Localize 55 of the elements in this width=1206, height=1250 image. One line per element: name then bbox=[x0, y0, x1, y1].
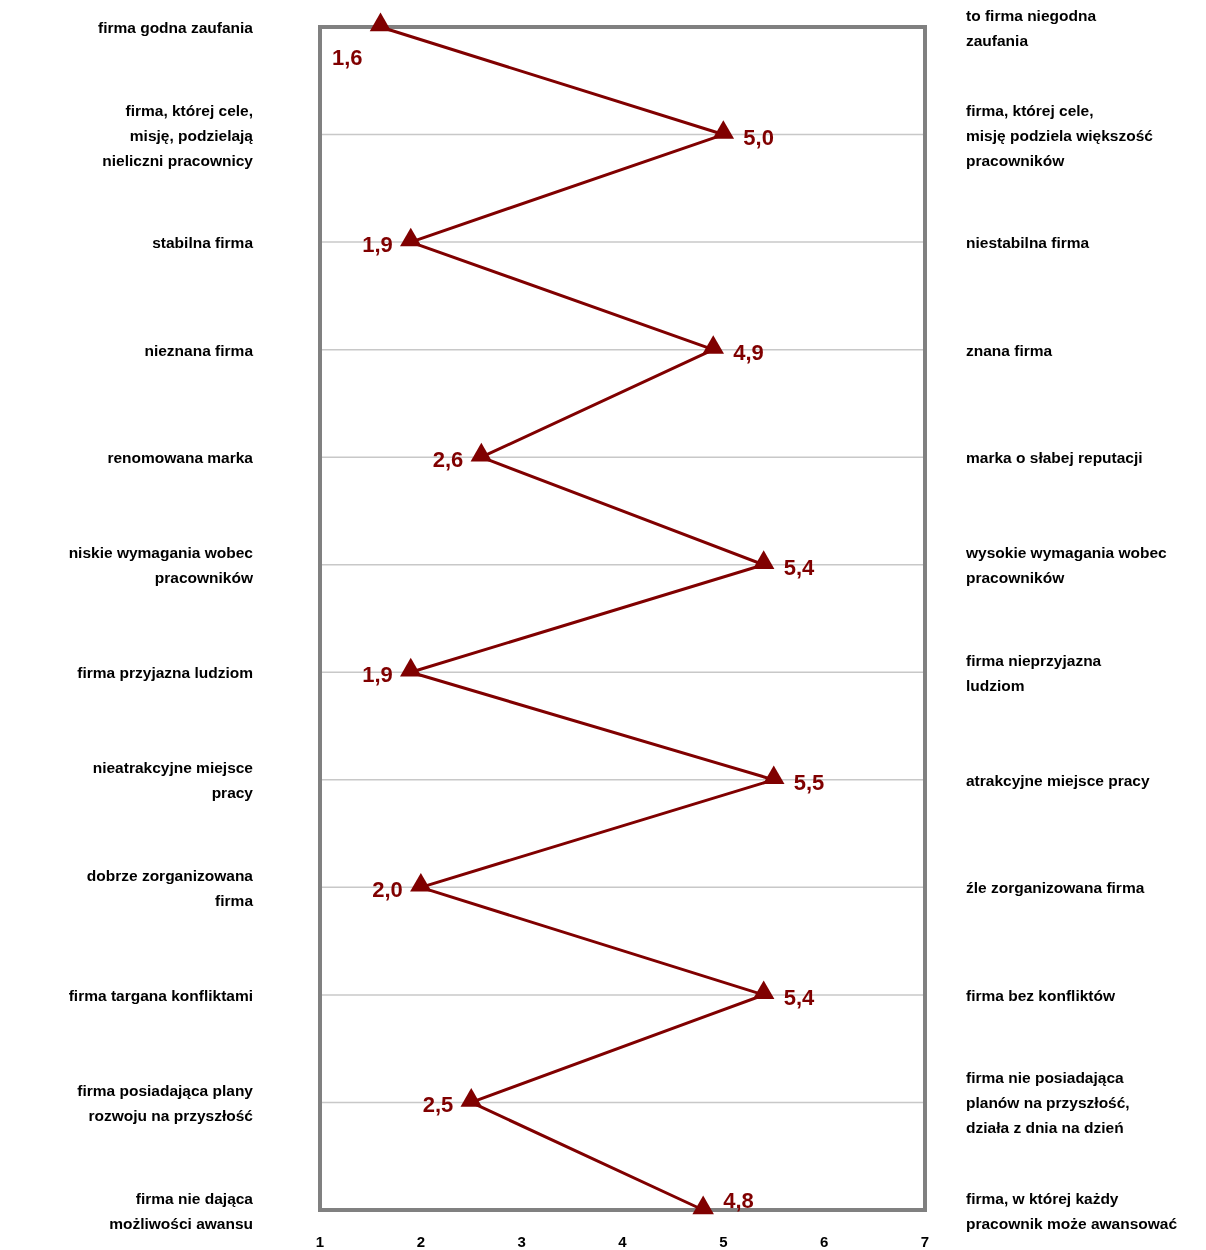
point bbox=[460, 1088, 482, 1107]
point bbox=[763, 765, 785, 785]
y-tick-label: firma godna zaufania bbox=[97, 19, 254, 36]
data-label: 5,4 bbox=[783, 554, 816, 580]
y2-tick-label: wysokie wymagania wobec pracowników bbox=[965, 544, 1168, 587]
y2-tick-label: firma nieprzyjazna ludziom bbox=[966, 651, 1102, 694]
data-label: 5,5 bbox=[793, 769, 825, 795]
x-tick-label: 5 bbox=[719, 1233, 728, 1250]
point bbox=[400, 657, 422, 677]
x-tick-label: 7 bbox=[920, 1233, 930, 1250]
y-tick-label: renomowana marka bbox=[107, 449, 254, 467]
y-tick-label: dobrze zorganizowana firma bbox=[86, 866, 254, 909]
point bbox=[410, 872, 432, 892]
point bbox=[369, 12, 392, 32]
x-tick-label: 2 bbox=[416, 1233, 426, 1250]
y-tick-label: firma, której cele, misję, podzielają nieliczni pracownicy bbox=[102, 101, 254, 169]
y2-tick-label: niestabilna firma bbox=[966, 234, 1090, 252]
y-tick-label: firma posiadająca plany rozwoju na przyszłość bbox=[77, 1081, 254, 1124]
y2-tick-label: atrakcyjne miejsce pracy bbox=[966, 771, 1150, 789]
point bbox=[752, 550, 775, 569]
data-label: 1,9 bbox=[362, 232, 393, 258]
y2-tick-label: firma, której cele, misję podziela większość pracowników bbox=[966, 101, 1154, 169]
y2-tick-label: firma, w której każdy pracownik może awansować bbox=[966, 1189, 1178, 1232]
data-label: 1,9 bbox=[362, 662, 393, 688]
data-label: 5,4 bbox=[783, 984, 816, 1010]
point bbox=[702, 335, 724, 354]
y-tick-label: nieznana firma bbox=[144, 341, 254, 359]
point bbox=[692, 1195, 714, 1215]
data-label: 2,6 bbox=[432, 447, 464, 473]
data-label: 2,5 bbox=[422, 1092, 454, 1118]
point bbox=[470, 442, 493, 462]
y2-tick-label: źle zorganizowana firma bbox=[966, 879, 1145, 897]
y2-tick-label: firma nie posiadająca planów na przyszłość, działa z dnia na dzień bbox=[966, 1069, 1130, 1137]
data-label: 4,8 bbox=[723, 1188, 754, 1213]
point bbox=[752, 980, 775, 1000]
y-tick-label: niskie wymagania wobec pracowników bbox=[68, 544, 254, 587]
y-tick-label: firma przyjazna ludziom bbox=[77, 664, 253, 682]
x-tick-label: 6 bbox=[819, 1233, 829, 1250]
x-tick-label: 3 bbox=[517, 1233, 526, 1250]
y2-tick-label: marka o słabej reputacji bbox=[966, 449, 1143, 467]
x-tick-label: 1 bbox=[315, 1233, 325, 1250]
data-label: 2,0 bbox=[372, 877, 403, 903]
y2-tick-label: to firma niegodna zaufania bbox=[966, 6, 1097, 49]
data-label: 5,0 bbox=[743, 124, 774, 150]
x-tick-label: 4 bbox=[618, 1233, 628, 1250]
y-tick-label: nieatrakcyjne miejsce pracy bbox=[92, 759, 254, 802]
y-tick-label: firma nie dająca możliwości awansu bbox=[109, 1189, 254, 1232]
y-tick-label: firma targana konfliktami bbox=[68, 986, 253, 1004]
point bbox=[712, 120, 735, 139]
data-label: 1,6 bbox=[331, 45, 363, 70]
y-tick-label: stabilna firma bbox=[152, 234, 254, 252]
data-label: 4,9 bbox=[733, 339, 764, 365]
y2-tick-label: firma bez konfliktów bbox=[966, 986, 1116, 1004]
y2-tick-label: znana firma bbox=[966, 341, 1053, 359]
point bbox=[400, 227, 422, 247]
